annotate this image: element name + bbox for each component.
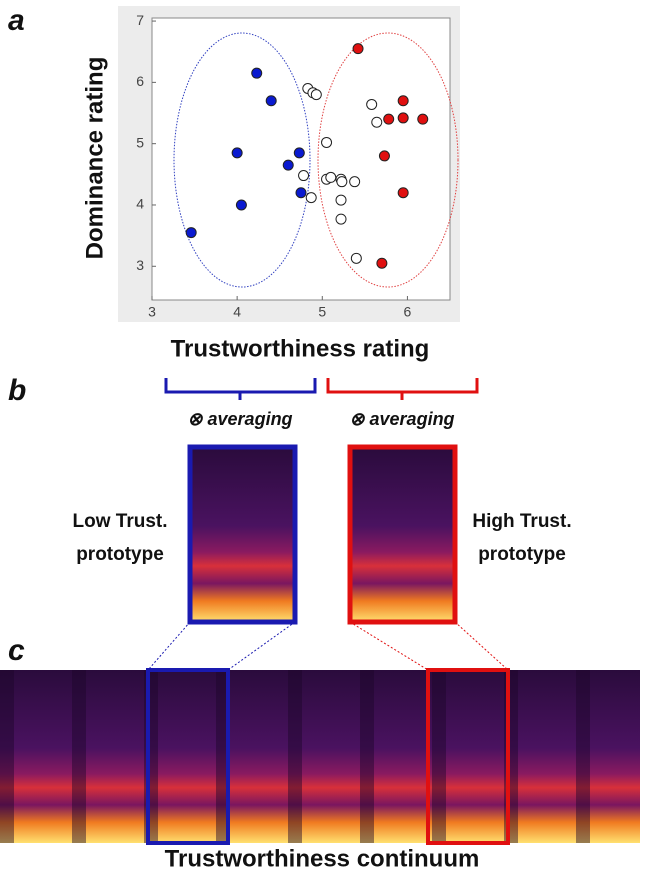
- point: [366, 98, 378, 110]
- y-tick-label: 7: [136, 12, 144, 28]
- point: [383, 113, 395, 125]
- y-axis-label: Dominance rating: [81, 57, 108, 260]
- cluster-ellipse: [317, 32, 459, 288]
- point: [335, 213, 347, 225]
- y-tick-label: 4: [136, 196, 144, 212]
- point: [298, 170, 310, 182]
- point: [376, 257, 388, 269]
- plot-area: [151, 17, 451, 301]
- spectrogram: [350, 447, 455, 622]
- point: [336, 176, 348, 188]
- connector: [147, 621, 296, 671]
- y-tick-label: 5: [136, 134, 144, 150]
- prototype-label: prototype: [76, 544, 164, 565]
- point: [295, 187, 307, 199]
- connector: [349, 621, 509, 671]
- prototype-frame: [426, 668, 510, 845]
- point: [265, 95, 277, 107]
- point: [378, 150, 390, 162]
- spectrogram-gaps: [0, 670, 640, 843]
- point: [349, 176, 361, 188]
- point: [282, 159, 294, 171]
- point: [325, 171, 337, 183]
- scatter-plot: 3 4 5 6 3 4 5 6 7: [136, 12, 429, 320]
- point: [321, 136, 333, 148]
- point: [397, 112, 409, 124]
- bracket: [164, 378, 317, 400]
- x-tick-label: 3: [148, 304, 156, 320]
- point: [371, 116, 383, 128]
- y-tick-label: 6: [136, 73, 144, 89]
- point: [397, 95, 409, 107]
- prototype-frame: [347, 444, 458, 625]
- point: [417, 113, 429, 125]
- averaging-label: ⊗ averaging: [349, 409, 454, 429]
- point: [293, 147, 305, 159]
- panel-label: a: [8, 4, 25, 37]
- prototype-label: High Trust.: [472, 511, 571, 532]
- panel-label: b: [8, 374, 26, 407]
- averaging-label: ⊗ averaging: [187, 409, 292, 429]
- point: [352, 43, 364, 55]
- continuum-label: Trustworthiness continuum: [165, 845, 480, 872]
- x-tick-label: 5: [318, 304, 326, 320]
- prototype-frame: [146, 668, 230, 845]
- panel-label: c: [8, 634, 25, 667]
- y-tick-label: 3: [136, 257, 144, 273]
- prototype-frame: [187, 444, 298, 625]
- point: [185, 227, 197, 239]
- x-tick-label: 6: [404, 304, 412, 320]
- point: [350, 252, 362, 264]
- point: [310, 89, 322, 101]
- point: [335, 194, 347, 206]
- point: [397, 187, 409, 199]
- prototype-label: prototype: [478, 544, 566, 565]
- prototype-label: Low Trust.: [73, 511, 168, 532]
- point: [231, 147, 243, 159]
- point: [305, 192, 317, 204]
- cluster-ellipse: [173, 32, 311, 288]
- bracket: [326, 378, 479, 400]
- x-axis-label: Trustworthiness rating: [171, 335, 430, 362]
- point: [251, 67, 263, 79]
- point: [235, 199, 247, 211]
- spectrogram: [190, 447, 295, 622]
- x-tick-label: 4: [233, 304, 241, 320]
